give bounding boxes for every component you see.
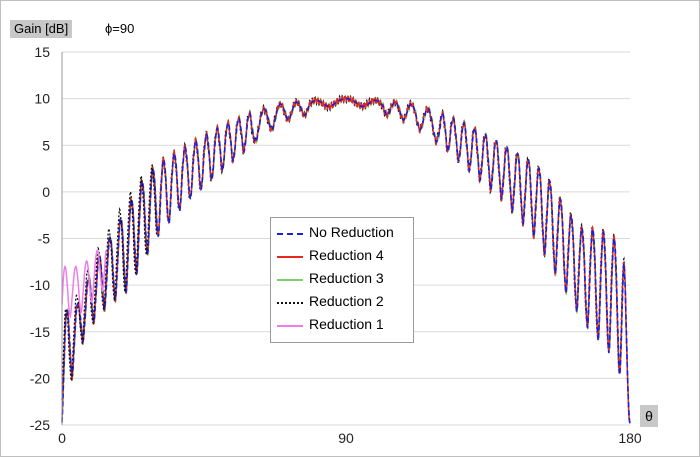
legend-item-reduction-4: Reduction 4 (277, 246, 411, 266)
x-tick-label: 90 (338, 430, 354, 446)
legend-swatch (277, 256, 303, 258)
y-tick-label: -20 (30, 370, 50, 386)
x-axis-ticks: 0 90 180 (58, 430, 642, 446)
legend-label: No Reduction (309, 224, 394, 240)
y-tick-label: 10 (34, 91, 50, 107)
legend-item-reduction-1: Reduction 1 (277, 315, 411, 335)
legend-swatch (277, 233, 303, 235)
legend-swatch (277, 302, 303, 304)
y-tick-label: -15 (30, 324, 50, 340)
series-line-no-reduction (61, 97, 631, 425)
y-tick-label: -5 (38, 231, 51, 247)
x-tick-label: 180 (618, 430, 642, 446)
x-axis-label: θ (640, 405, 658, 427)
series-line-reduction-2-lowtheta (61, 163, 158, 400)
legend-item-reduction-2: Reduction 2 (277, 292, 411, 312)
y-tick-label: 0 (42, 184, 50, 200)
y-tick-label: -25 (30, 417, 50, 433)
legend: No Reduction Reduction 4 Reduction 3 Red… (270, 217, 414, 343)
legend-swatch (277, 279, 303, 281)
series-line-reduction-1 (61, 249, 107, 319)
legend-label: Reduction 3 (309, 270, 384, 286)
y-tick-label: -10 (30, 277, 50, 293)
legend-item-no-reduction: No Reduction (277, 223, 411, 243)
x-tick-label: 0 (58, 430, 66, 446)
series-line-reduction-4 (61, 95, 631, 424)
y-axis-label: Gain [dB] (10, 20, 73, 38)
y-tick-label: 15 (34, 44, 50, 60)
series-curves (61, 94, 631, 425)
chart-subtitle: ϕ=90 (105, 21, 135, 36)
legend-label: Reduction 2 (309, 293, 384, 309)
legend-swatch (277, 325, 303, 327)
y-axis-ticks: 15 10 5 0 -5 -10 -15 -20 -25 (30, 44, 50, 433)
legend-label: Reduction 1 (309, 316, 384, 332)
y-tick-label: 5 (42, 137, 50, 153)
legend-label: Reduction 4 (309, 247, 384, 263)
legend-item-reduction-3: Reduction 3 (277, 269, 411, 289)
